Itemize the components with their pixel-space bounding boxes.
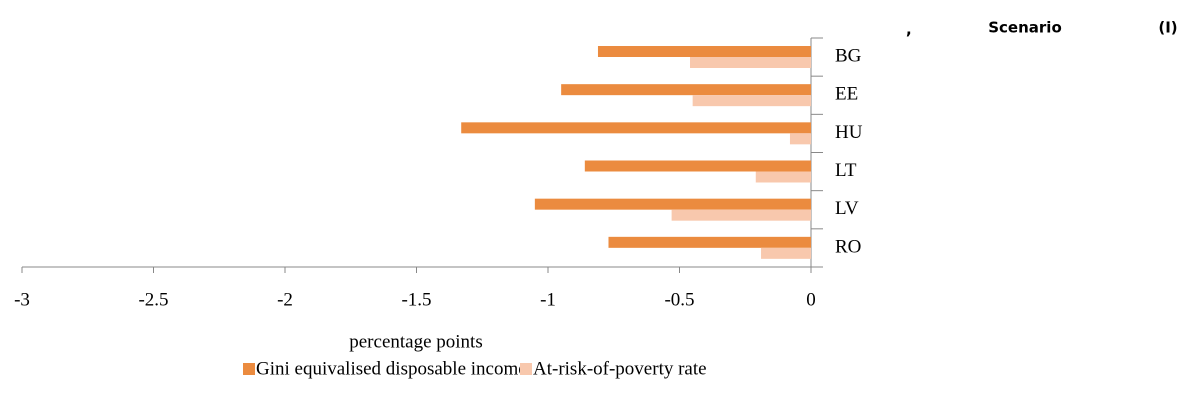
bar: [690, 57, 811, 68]
bar: [692, 95, 811, 107]
legend-swatch: [520, 363, 532, 375]
bar: [755, 171, 811, 183]
bar: [461, 122, 811, 134]
y-tick-label: EE: [835, 84, 858, 105]
annotation: ,: [906, 21, 912, 39]
x-tick-label: -2: [277, 289, 293, 310]
bar: [534, 198, 811, 210]
y-tick-label: BG: [835, 45, 862, 66]
annotation: (I): [1158, 19, 1177, 37]
x-tick-label: -3: [14, 289, 30, 310]
y-tick-label: LT: [835, 160, 857, 181]
x-tick-label: -1: [540, 289, 556, 310]
annotation: Scenario: [988, 19, 1062, 37]
y-tick-label: HU: [835, 122, 863, 143]
legend-label: At-risk-of-poverty rate: [533, 358, 707, 379]
y-tick-label: LV: [835, 198, 859, 219]
bar: [671, 209, 811, 221]
bar: [789, 133, 811, 145]
x-tick-label: 0: [806, 289, 816, 310]
y-tick-label: RO: [835, 236, 861, 257]
x-tick-label: -0.5: [664, 289, 694, 310]
bar: [761, 247, 811, 259]
x-tick-label: -2.5: [138, 289, 168, 310]
x-tick-label: -1.5: [401, 289, 431, 310]
legend-label: Gini equivalised disposable income: [256, 358, 527, 379]
x-axis-label: percentage points: [349, 331, 482, 352]
bar: [597, 46, 811, 57]
bar: [608, 236, 811, 248]
legend-swatch: [243, 363, 255, 375]
bar: [584, 160, 811, 172]
bar: [561, 84, 811, 96]
